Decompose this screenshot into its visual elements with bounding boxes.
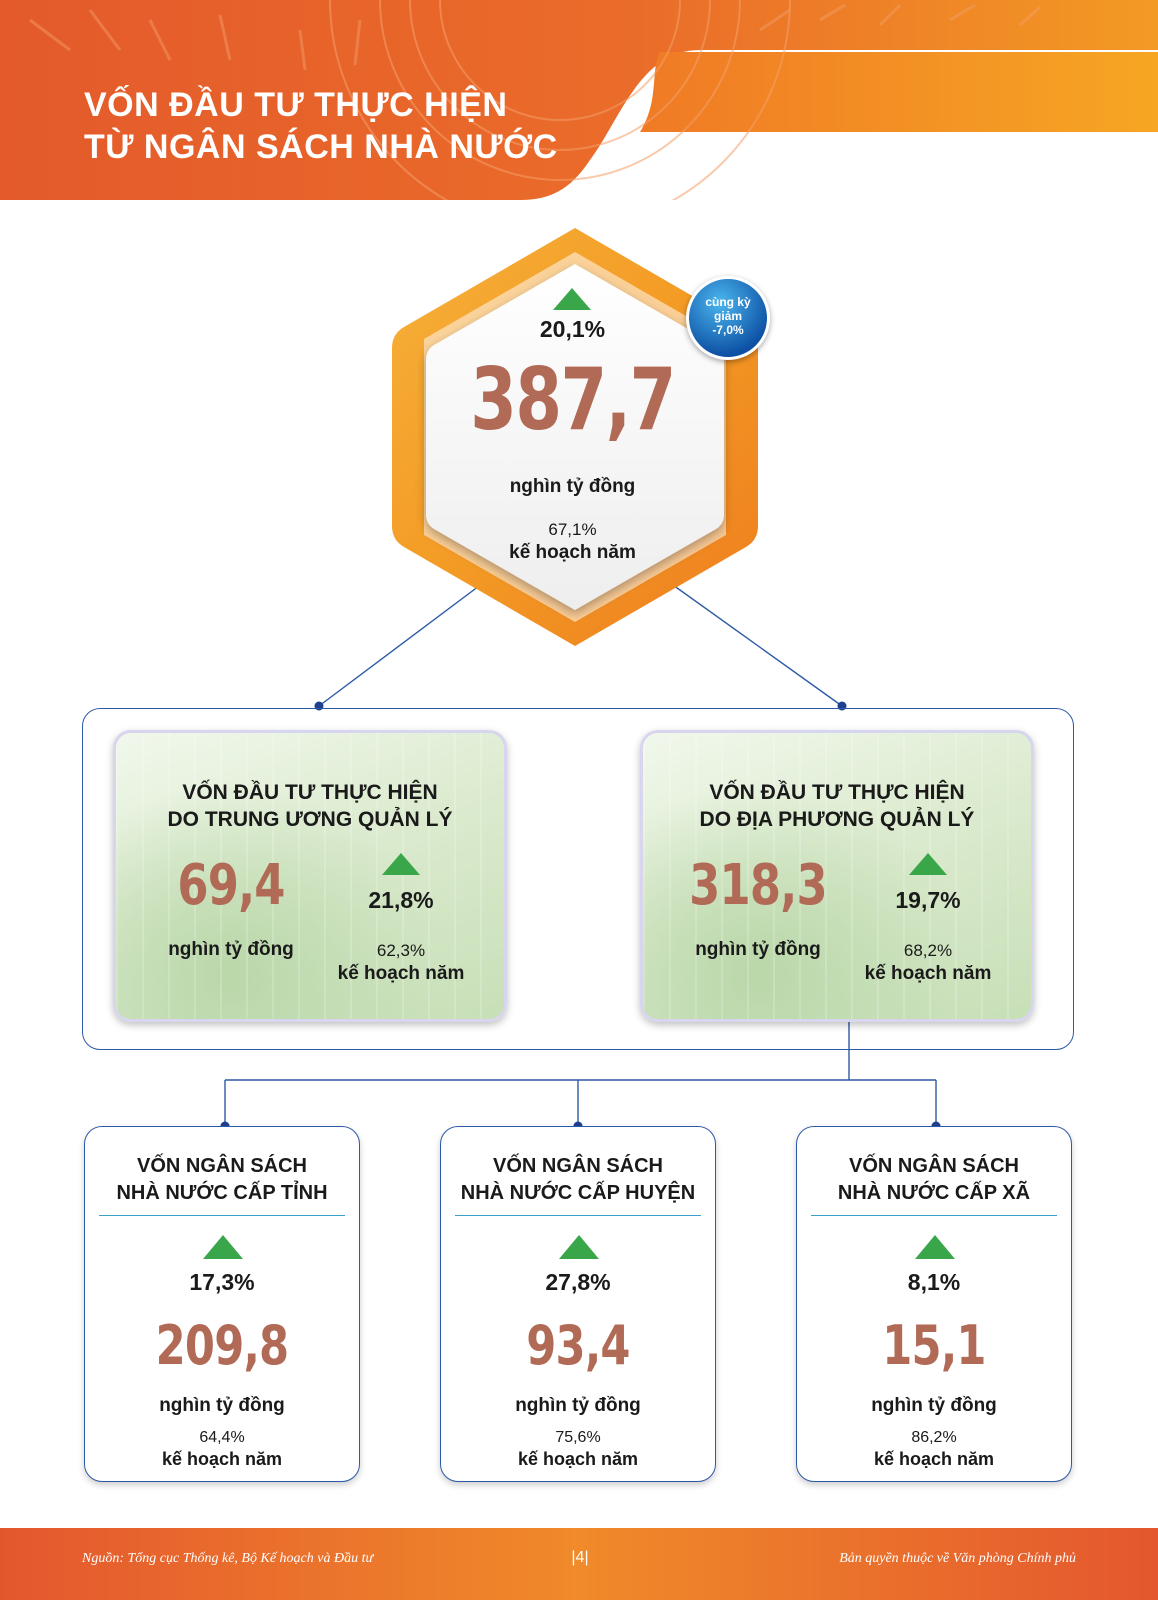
central-plan-percent: 62,3% — [376, 941, 426, 960]
badge-line1: cùng kỳ — [705, 295, 751, 309]
province-value: 209,8 — [155, 1314, 289, 1377]
commune-card-title: VỐN NGÂN SÁCH NHÀ NƯỚC CẤP XÃ — [797, 1153, 1071, 1207]
local-unit: nghìn tỷ đồng — [695, 939, 821, 960]
footer-source: Nguồn: Tổng cục Thống kê, Bộ Kế hoạch và… — [82, 1551, 374, 1566]
local-growth: 19,7% — [895, 887, 961, 913]
district-up-arrow-icon — [559, 1235, 599, 1259]
commune-up-arrow-icon — [915, 1235, 955, 1259]
page-number: |4| — [571, 1549, 589, 1566]
total-value: 387,7 — [470, 350, 676, 450]
central-growth: 21,8% — [368, 887, 434, 913]
total-plan-label: kế hoạch năm — [509, 542, 636, 563]
local-managed-card: VỐN ĐẦU TƯ THỰC HIỆN DO ĐỊA PHƯƠNG QUẢN … — [640, 730, 1034, 1022]
badge-line2: giảm — [713, 309, 742, 323]
badge-line3: -7,0% — [712, 323, 744, 337]
commune-divider — [811, 1215, 1057, 1216]
local-title-line1: VỐN ĐẦU TƯ THỰC HIỆN — [709, 781, 965, 804]
total-plan-percent: 67,1% — [548, 520, 597, 539]
province-divider — [99, 1215, 345, 1216]
central-unit: nghìn tỷ đồng — [168, 939, 294, 960]
local-card-title: VỐN ĐẦU TƯ THỰC HIỆN DO ĐỊA PHƯƠNG QUẢN … — [643, 779, 1031, 833]
total-growth: 20,1% — [539, 316, 606, 342]
central-up-arrow-icon — [382, 853, 420, 875]
central-title-line1: VỐN ĐẦU TƯ THỰC HIỆN — [182, 781, 438, 804]
managed-capital-group — [82, 708, 1074, 1050]
page-title-line2: TỪ NGÂN SÁCH NHÀ NƯỚC — [84, 128, 558, 166]
header-banner — [0, 0, 1158, 200]
province-budget-card: VỐN NGÂN SÁCH NHÀ NƯỚC CẤP TỈNH 17,3% 20… — [84, 1126, 360, 1482]
commune-plan-percent: 86,2% — [911, 1429, 957, 1446]
province-title-line1: VỐN NGÂN SÁCH — [136, 1155, 307, 1177]
district-card-title: VỐN NGÂN SÁCH NHÀ NƯỚC CẤP HUYỆN — [441, 1153, 715, 1207]
province-card-title: VỐN NGÂN SÁCH NHÀ NƯỚC CẤP TỈNH — [85, 1153, 359, 1207]
central-plan-label: kế hoạch năm — [337, 963, 465, 984]
footer-copyright: Bản quyền thuộc về Văn phòng Chính phủ — [839, 1551, 1076, 1566]
district-divider — [455, 1215, 701, 1216]
province-growth: 17,3% — [189, 1269, 255, 1295]
commune-title-line2: NHÀ NƯỚC CẤP XÃ — [837, 1182, 1031, 1204]
commune-title-line1: VỐN NGÂN SÁCH — [848, 1155, 1019, 1177]
central-card-title: VỐN ĐẦU TƯ THỰC HIỆN DO TRUNG ƯƠNG QUẢN … — [116, 779, 504, 833]
province-up-arrow-icon — [203, 1235, 243, 1259]
local-plan-percent: 68,2% — [903, 941, 953, 960]
province-unit: nghìn tỷ đồng — [159, 1395, 285, 1416]
total-up-arrow-icon — [553, 288, 591, 310]
page-title-line1: VỐN ĐẦU TƯ THỰC HIỆN — [84, 86, 508, 124]
district-value: 93,4 — [526, 1314, 630, 1377]
commune-growth: 8,1% — [907, 1269, 961, 1295]
central-managed-card: VỐN ĐẦU TƯ THỰC HIỆN DO TRUNG ƯƠNG QUẢN … — [113, 730, 507, 1022]
district-title-line2: NHÀ NƯỚC CẤP HUYỆN — [460, 1182, 696, 1204]
total-hexagon — [392, 228, 758, 646]
page-title: VỐN ĐẦU TƯ THỰC HIỆN TỪ NGÂN SÁCH NHÀ NƯ… — [84, 84, 558, 168]
commune-budget-card: VỐN NGÂN SÁCH NHÀ NƯỚC CẤP XÃ 8,1% 15,1 … — [796, 1126, 1072, 1482]
local-up-arrow-icon — [909, 853, 947, 875]
footer-bar — [0, 1528, 1158, 1600]
commune-plan-label: kế hoạch năm — [873, 1449, 995, 1469]
total-unit: nghìn tỷ đồng — [509, 476, 636, 497]
central-title-line2: DO TRUNG ƯƠNG QUẢN LÝ — [167, 808, 453, 831]
local-title-line2: DO ĐỊA PHƯƠNG QUẢN LÝ — [699, 808, 975, 831]
district-budget-card: VỐN NGÂN SÁCH NHÀ NƯỚC CẤP HUYỆN 27,8% 9… — [440, 1126, 716, 1482]
commune-unit: nghìn tỷ đồng — [871, 1395, 997, 1416]
province-plan-label: kế hoạch năm — [161, 1449, 283, 1469]
district-unit: nghìn tỷ đồng — [515, 1395, 641, 1416]
district-growth: 27,8% — [545, 1269, 611, 1295]
district-title-line1: VỐN NGÂN SÁCH — [492, 1155, 663, 1177]
district-plan-label: kế hoạch năm — [517, 1449, 639, 1469]
commune-value: 15,1 — [882, 1314, 986, 1377]
central-value: 69,4 — [177, 853, 285, 918]
province-plan-percent: 64,4% — [199, 1429, 245, 1446]
district-plan-percent: 75,6% — [555, 1429, 601, 1446]
province-title-line2: NHÀ NƯỚC CẤP TỈNH — [116, 1182, 328, 1204]
same-period-badge: cùng kỳ giảm -7,0% — [686, 276, 770, 360]
local-plan-label: kế hoạch năm — [864, 963, 992, 984]
local-value: 318,3 — [689, 853, 828, 918]
